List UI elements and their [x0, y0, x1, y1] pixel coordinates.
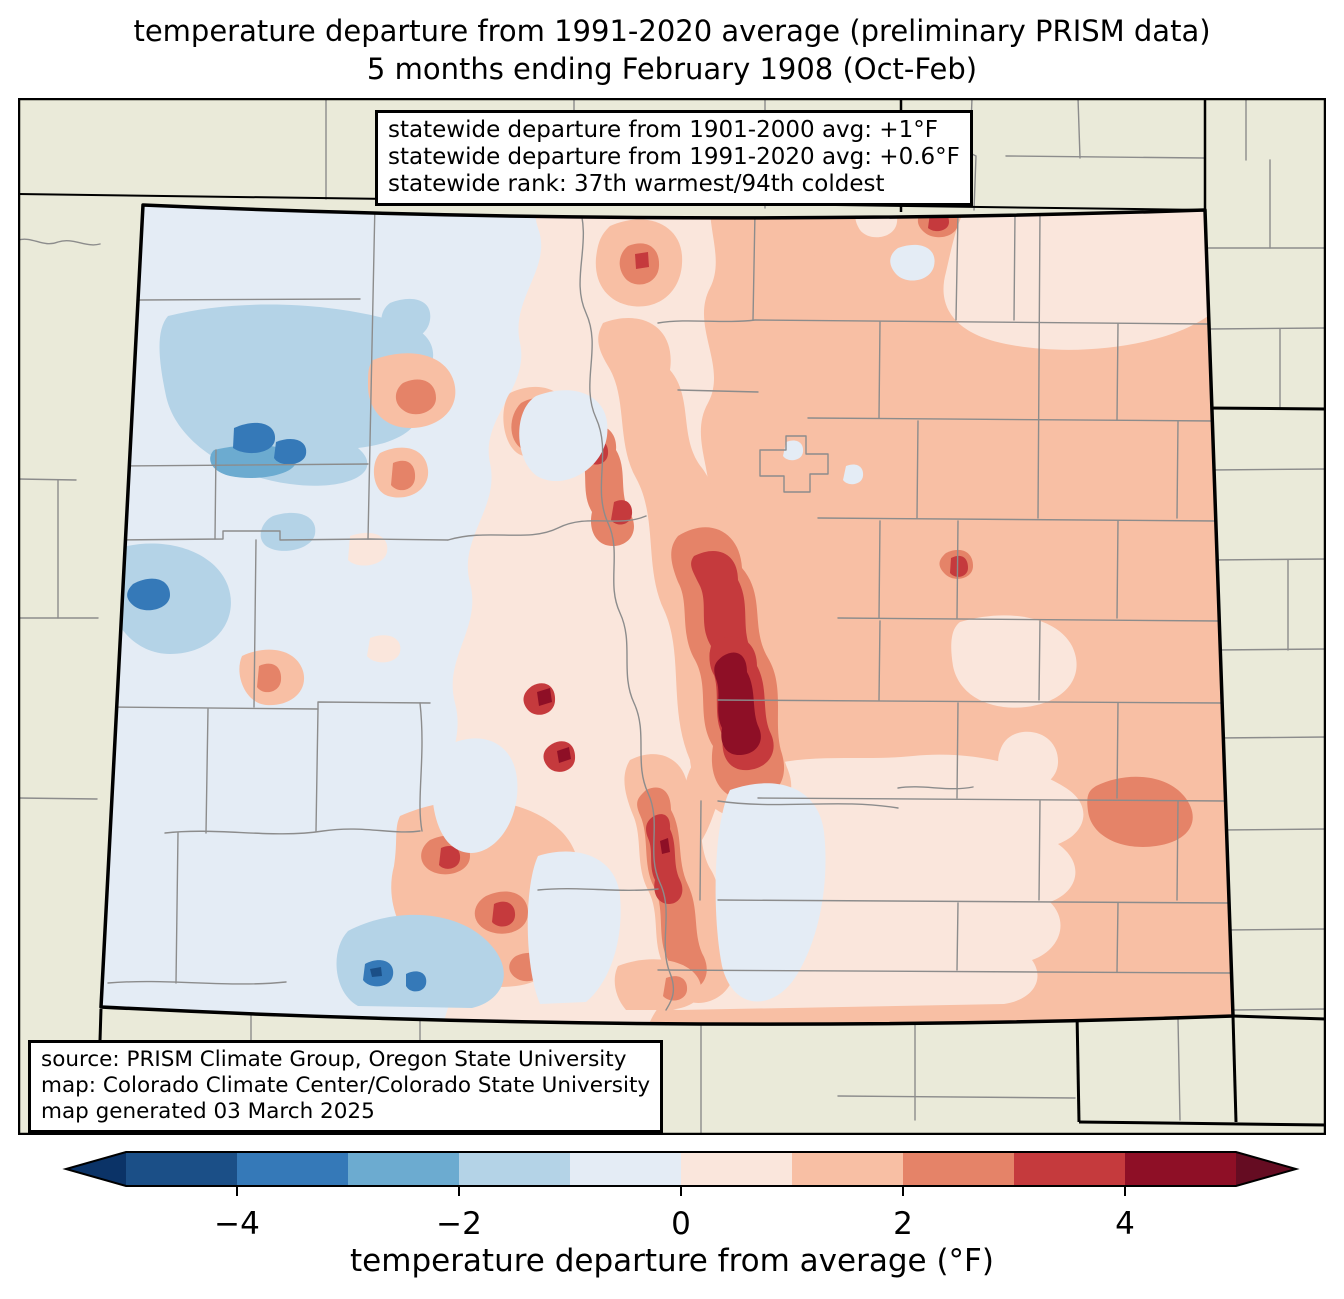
colorbar-bin-8	[1014, 1152, 1125, 1186]
title-line-2: 5 months ending February 1908 (Oct-Feb)	[366, 52, 978, 86]
title-line-1: temperature departure from 1991-2020 ave…	[133, 14, 1211, 48]
source-line-3: map generated 03 March 2025	[41, 1099, 375, 1124]
colorbar-axis-label: temperature departure from average (°F)	[350, 1243, 994, 1279]
colorbar-ticks	[236, 1186, 1126, 1196]
stats-line-2: statewide departure from 1991-2020 avg: …	[388, 144, 960, 170]
tick-label-neg4: −4	[214, 1206, 260, 1242]
source-line-1: source: PRISM Climate Group, Oregon Stat…	[41, 1047, 627, 1072]
figure-title: temperature departure from 1991-2020 ave…	[0, 12, 1344, 88]
colorbar-bin-9	[1125, 1152, 1236, 1186]
colorbar-bin-2	[348, 1152, 459, 1186]
colorbar-under-arrow	[66, 1152, 126, 1186]
tick-label-4: 4	[1115, 1206, 1135, 1242]
colorbar-bin-6	[792, 1152, 903, 1186]
source-box: source: PRISM Climate Group, Oregon Stat…	[28, 1040, 664, 1133]
tick-label-0: 0	[671, 1206, 691, 1242]
stats-line-1: statewide departure from 1901-2000 avg: …	[388, 117, 938, 143]
colorbar-bin-3	[459, 1152, 570, 1186]
tick-label-neg2: −2	[436, 1206, 482, 1242]
stats-line-3: statewide rank: 37th warmest/94th coldes…	[388, 171, 885, 197]
colorbar-bin-1	[237, 1152, 348, 1186]
tick-label-2: 2	[893, 1206, 913, 1242]
colorbar: −4 −2 0 2 4	[62, 1151, 1300, 1242]
colorbar-bin-4	[570, 1152, 681, 1186]
colorbar-bin-7	[903, 1152, 1014, 1186]
source-line-2: map: Colorado Climate Center/Colorado St…	[41, 1073, 651, 1098]
colorbar-bin-0	[126, 1152, 237, 1186]
state-border	[99, 203, 1235, 1026]
temperature-field	[101, 205, 1233, 1025]
colorbar-outline	[62, 1151, 1300, 1187]
colorado-temperature-map	[18, 98, 1326, 1135]
stats-box: statewide departure from 1901-2000 avg: …	[375, 110, 973, 206]
county-lines	[103, 205, 1232, 1011]
colorbar-over-arrow	[1236, 1152, 1296, 1186]
colorbar-bin-5	[681, 1152, 792, 1186]
plot-frame	[18, 98, 1326, 1135]
map-plot: statewide departure from 1901-2000 avg: …	[18, 98, 1326, 1135]
colorbar-tick-labels: −4 −2 0 2 4	[214, 1206, 1135, 1242]
